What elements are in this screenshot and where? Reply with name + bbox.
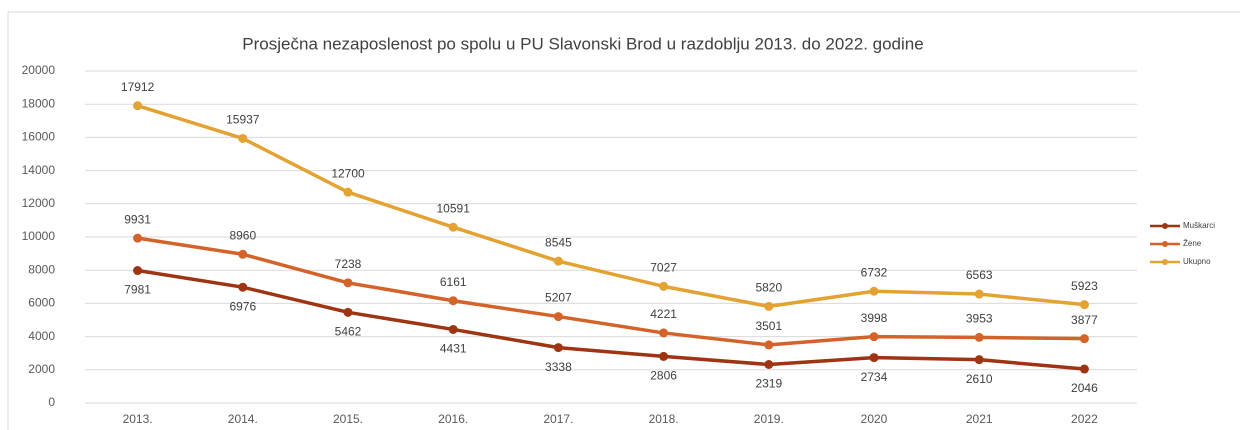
y-tick-label: 16000	[22, 130, 56, 144]
data-label: 3501	[755, 319, 782, 333]
data-label: 8960	[229, 228, 256, 242]
data-label: 2806	[650, 369, 677, 383]
data-label: 3877	[1071, 313, 1098, 327]
point-marker	[764, 301, 774, 311]
point-marker	[974, 355, 984, 365]
data-label: 17912	[121, 80, 155, 94]
point-marker	[133, 101, 143, 111]
point-marker	[343, 307, 353, 317]
data-label: 2319	[755, 377, 782, 391]
x-tick-label: 2018.	[649, 412, 679, 426]
point-marker	[238, 282, 248, 292]
point-marker	[1079, 300, 1089, 310]
y-tick-label: 6000	[28, 296, 55, 310]
data-label: 8545	[545, 235, 572, 249]
chart-frame	[7, 11, 1240, 430]
point-marker	[343, 278, 353, 288]
data-label: 5820	[755, 281, 782, 295]
data-label: 2734	[861, 370, 888, 384]
y-tick-label: 10000	[22, 229, 56, 243]
x-tick-label: 2017.	[543, 412, 573, 426]
point-marker	[238, 133, 248, 143]
legend-label: Muškarci	[1183, 221, 1215, 230]
data-label: 6976	[229, 299, 256, 313]
point-marker	[869, 332, 879, 342]
x-tick-label: 2020	[861, 412, 888, 426]
series-line	[137, 236, 1085, 347]
x-tick-label: 2015.	[333, 412, 363, 426]
x-tick-label: 2021	[966, 412, 993, 426]
point-marker	[659, 351, 669, 361]
legend-marker	[1162, 241, 1168, 247]
x-tick-label: 2014.	[228, 412, 258, 426]
x-tick-label: 2016.	[438, 412, 468, 426]
y-tick-label: 20000	[22, 63, 56, 77]
data-label: 4221	[650, 307, 677, 321]
point-marker	[133, 266, 143, 276]
data-label: 7981	[124, 283, 151, 297]
series-line	[137, 103, 1085, 309]
data-label: 3338	[545, 360, 572, 374]
point-marker	[553, 256, 563, 266]
legend-marker	[1162, 223, 1168, 229]
data-label: 12700	[331, 166, 365, 180]
point-marker	[448, 222, 458, 232]
data-label: 4431	[440, 342, 467, 356]
data-label: 5207	[545, 291, 572, 305]
y-tick-label: 18000	[22, 96, 56, 110]
legend-label: Žene	[1183, 239, 1202, 248]
x-tick-label: 2019.	[754, 412, 784, 426]
y-tick-label: 14000	[22, 163, 56, 177]
series-line	[137, 268, 1085, 371]
data-label: 6161	[440, 275, 467, 289]
data-label: 9931	[124, 212, 151, 226]
data-label: 10591	[437, 201, 471, 215]
y-tick-label: 2000	[28, 362, 55, 376]
data-label: 2046	[1071, 381, 1098, 395]
data-label: 5923	[1071, 279, 1098, 293]
point-marker	[869, 353, 879, 363]
data-label: 15937	[226, 113, 260, 127]
y-tick-label: 4000	[28, 329, 55, 343]
x-tick-label: 2013.	[123, 412, 153, 426]
data-label: 3998	[861, 311, 888, 325]
point-marker	[448, 324, 458, 334]
point-marker	[974, 332, 984, 342]
point-marker	[1079, 334, 1089, 344]
point-marker	[1079, 364, 1089, 374]
point-marker	[764, 340, 774, 350]
y-tick-label: 12000	[22, 196, 56, 210]
data-label: 7027	[650, 261, 677, 275]
point-marker	[553, 343, 563, 353]
data-label: 2610	[966, 372, 993, 386]
point-marker	[448, 296, 458, 306]
x-tick-label: 2022	[1071, 412, 1098, 426]
data-label: 3953	[966, 312, 993, 326]
point-marker	[343, 187, 353, 197]
y-tick-label: 8000	[28, 262, 55, 276]
point-marker	[553, 312, 563, 322]
y-tick-label: 0	[48, 395, 55, 409]
legend-label: Ukupno	[1183, 257, 1211, 266]
point-marker	[869, 286, 879, 296]
point-marker	[238, 249, 248, 259]
data-label: 7238	[335, 257, 362, 271]
point-marker	[133, 233, 143, 243]
data-label: 6732	[861, 265, 888, 279]
chart-title: Prosječna nezaposlenost po spolu u PU Sl…	[242, 34, 923, 53]
data-label: 5462	[335, 325, 362, 339]
point-marker	[659, 281, 669, 291]
legend-marker	[1162, 259, 1168, 265]
point-marker	[659, 328, 669, 338]
point-marker	[764, 360, 774, 370]
data-label: 6563	[966, 268, 993, 282]
point-marker	[974, 289, 984, 299]
